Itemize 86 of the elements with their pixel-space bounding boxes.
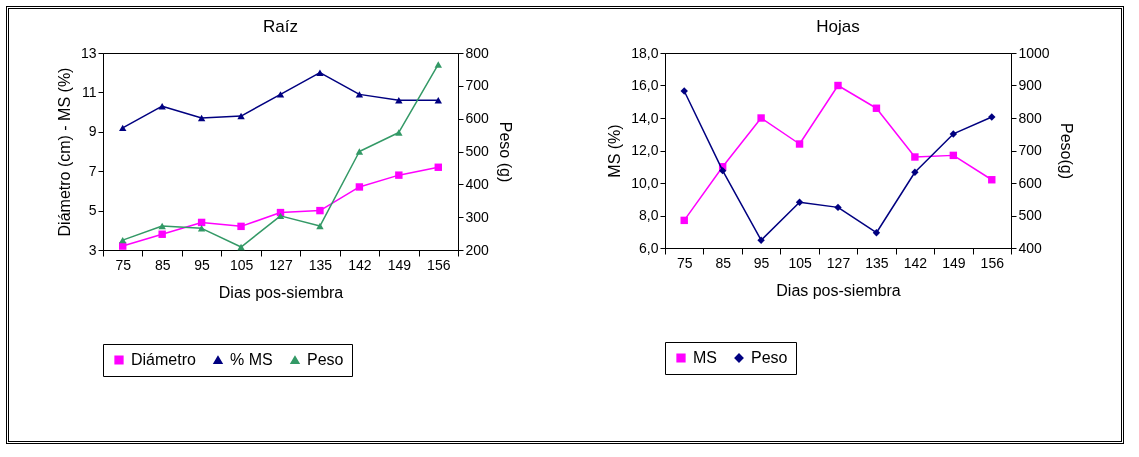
x-tick-label: 127: [827, 254, 851, 271]
point: [834, 203, 842, 212]
y2-axis-title: Peso (g): [496, 121, 514, 183]
legend-label: % MS: [229, 351, 273, 368]
point: [434, 61, 442, 68]
point: [355, 91, 363, 98]
y-tick-label: 8,0: [639, 207, 659, 223]
point: [315, 69, 324, 76]
x-tick-label: 105: [229, 256, 254, 273]
y-tick-label: 11: [81, 83, 97, 100]
legend-label: Peso: [306, 351, 344, 368]
y2-tick-label: 1000: [1018, 44, 1051, 61]
y2-tick-label: 200: [465, 241, 489, 258]
point: [118, 236, 127, 244]
y-tick-label: 7: [88, 162, 97, 179]
point: [276, 91, 284, 98]
y2-tick-label: 900: [1018, 77, 1043, 93]
x-tick-label: 149: [387, 256, 411, 273]
y2-tick-label: 500: [465, 143, 489, 159]
x-tick-label: 105: [788, 254, 813, 271]
x-tick-label: 95: [754, 254, 770, 271]
y2-axis-title: Peso(g): [1057, 122, 1075, 180]
point: [237, 222, 245, 231]
legend-label: Peso: [751, 349, 788, 366]
point: [197, 225, 206, 232]
y2-tick-label: 600: [1018, 174, 1043, 191]
y-axis-title: MS (%): [606, 124, 624, 178]
chart-title: Raíz: [262, 17, 298, 36]
x-tick-label: 85: [154, 256, 171, 273]
x-tick-label: 95: [194, 256, 210, 273]
x-tick-label: 156: [426, 256, 451, 273]
point: [757, 236, 766, 244]
x-tick-label: 75: [677, 254, 693, 271]
y2-tick-label: 800: [1018, 109, 1043, 126]
x-tick-label: 142: [347, 256, 372, 273]
chart-title: Hojas: [816, 17, 860, 36]
point: [276, 212, 284, 220]
point: [355, 183, 363, 191]
y2-tick-label: 600: [465, 110, 489, 127]
point: [911, 168, 919, 176]
y2-tick-label: 700: [465, 77, 489, 94]
point: [949, 130, 958, 138]
point: [796, 198, 804, 206]
y2-tick-label: 300: [465, 208, 489, 225]
x-axis-title: Dias pos-siembra: [218, 283, 344, 301]
y-tick-label: 18,0: [631, 44, 659, 61]
point: [394, 129, 403, 136]
y-tick-label: 14,0: [631, 109, 659, 126]
x-tick-label: 135: [308, 256, 333, 273]
point: [911, 153, 919, 161]
y2-tick-label: 700: [1018, 142, 1043, 158]
x-tick-label: 142: [903, 254, 928, 271]
x-tick-label: 156: [980, 254, 1005, 271]
x-axis-title: Dias pos-siembra: [776, 281, 902, 299]
point: [757, 114, 766, 122]
point: [796, 140, 804, 148]
y-tick-label: 12,0: [631, 142, 659, 158]
y-tick-label: 16,0: [631, 77, 659, 93]
x-tick-label: 85: [715, 254, 732, 271]
x-tick-label: 149: [942, 254, 966, 271]
point: [197, 114, 206, 122]
y2-tick-label: 400: [1018, 239, 1043, 256]
point: [158, 222, 166, 230]
point: [834, 81, 842, 90]
point: [315, 206, 324, 215]
y-axis-title: Diámetro (cm) - MS (%): [55, 67, 73, 237]
point: [355, 148, 363, 155]
y-tick-label: 10,0: [631, 174, 659, 191]
y-tick-label: 3: [88, 241, 97, 258]
point: [158, 230, 166, 238]
y-tick-label: 13: [80, 44, 97, 61]
legend-label: MS: [693, 349, 718, 366]
x-tick-label: 75: [115, 256, 131, 273]
point: [394, 171, 403, 179]
legend-label: Diámetro: [130, 351, 196, 368]
y2-tick-label: 800: [465, 44, 489, 61]
point: [872, 229, 881, 237]
y2-tick-label: 400: [465, 175, 489, 192]
y-tick-label: 5: [88, 202, 97, 219]
point: [118, 124, 127, 132]
y2-tick-label: 500: [1018, 207, 1043, 223]
point: [719, 166, 727, 175]
y-tick-label: 6,0: [639, 239, 659, 256]
x-tick-label: 135: [865, 254, 890, 271]
y-tick-label: 9: [88, 123, 97, 140]
x-tick-label: 127: [269, 256, 293, 273]
